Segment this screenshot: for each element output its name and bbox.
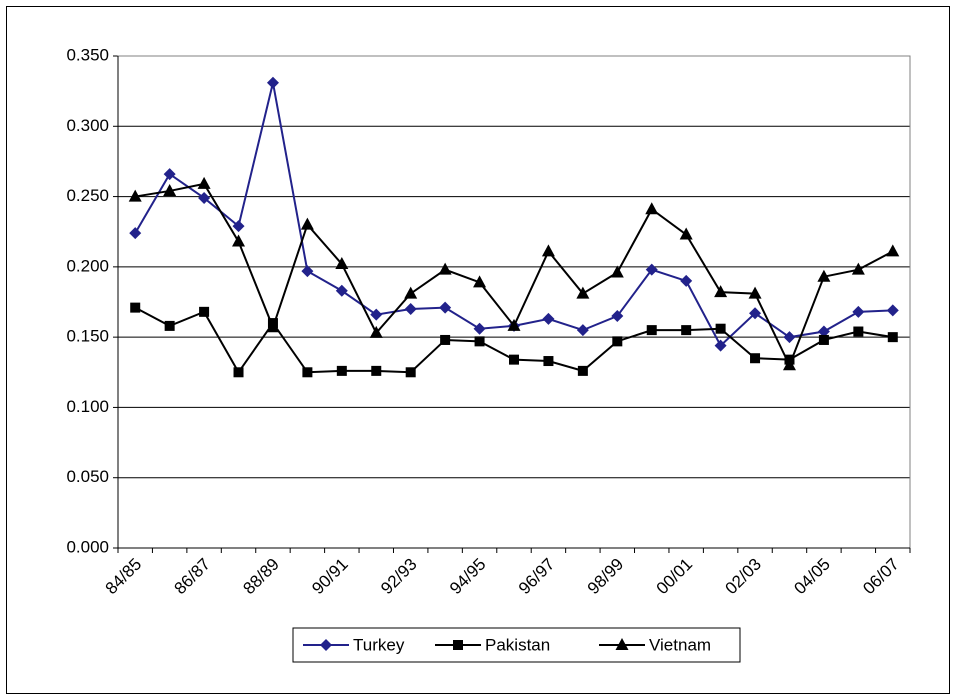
marker <box>645 202 659 215</box>
legend-label: Vietnam <box>649 635 711 654</box>
marker <box>199 306 210 317</box>
legend-box <box>292 627 741 663</box>
y-tick-label: 0.300 <box>66 116 109 135</box>
marker <box>232 234 246 247</box>
marker <box>817 325 830 338</box>
marker <box>266 76 279 89</box>
marker <box>715 323 726 334</box>
chart-border <box>6 6 950 694</box>
marker <box>197 176 211 189</box>
marker <box>233 367 244 378</box>
marker <box>886 304 899 317</box>
marker <box>576 324 589 337</box>
marker <box>130 302 141 313</box>
marker <box>370 308 383 321</box>
marker <box>163 168 176 181</box>
marker <box>300 217 314 230</box>
marker <box>782 358 796 371</box>
marker <box>509 354 519 365</box>
marker <box>129 227 142 240</box>
marker <box>335 284 348 297</box>
marker <box>645 263 658 276</box>
marker <box>438 262 452 275</box>
marker <box>749 307 762 320</box>
marker <box>576 286 590 299</box>
y-tick-label: 0.150 <box>66 327 109 346</box>
marker <box>473 322 486 335</box>
marker <box>336 365 347 376</box>
y-tick-label: 0.350 <box>66 45 109 64</box>
marker <box>852 305 865 318</box>
marker <box>404 303 417 316</box>
marker <box>646 325 657 336</box>
marker <box>320 639 332 651</box>
marker <box>302 367 313 378</box>
marker <box>611 310 624 323</box>
marker <box>541 244 555 257</box>
marker <box>853 326 864 337</box>
y-tick-label: 0.200 <box>66 256 109 275</box>
marker <box>266 320 280 333</box>
marker <box>681 325 692 336</box>
marker <box>887 332 898 343</box>
legend-label: Pakistan <box>485 635 550 654</box>
marker <box>507 318 521 331</box>
marker <box>232 220 245 233</box>
marker <box>453 640 463 650</box>
marker <box>473 275 487 288</box>
marker <box>128 189 142 202</box>
marker <box>680 274 693 287</box>
marker <box>543 356 554 367</box>
y-tick-label: 0.250 <box>66 186 109 205</box>
marker <box>610 265 624 278</box>
marker <box>886 244 900 257</box>
y-tick-label: 0.000 <box>66 537 109 556</box>
marker <box>817 269 831 282</box>
marker <box>851 262 865 275</box>
marker <box>679 227 693 240</box>
marker <box>542 312 555 325</box>
marker <box>750 353 761 364</box>
marker <box>714 339 727 352</box>
marker <box>198 191 211 204</box>
marker <box>577 365 588 376</box>
marker <box>615 638 629 650</box>
marker <box>369 325 383 338</box>
marker <box>612 336 623 347</box>
marker <box>818 334 829 345</box>
marker <box>405 367 416 378</box>
y-tick-label: 0.100 <box>66 397 109 416</box>
marker <box>404 286 418 299</box>
marker <box>164 320 175 331</box>
marker <box>714 285 728 298</box>
y-tick-label: 0.050 <box>66 467 109 486</box>
marker <box>301 265 314 278</box>
marker <box>474 336 485 347</box>
marker <box>163 183 177 196</box>
marker <box>439 301 452 314</box>
marker <box>783 331 796 344</box>
legend-label: Turkey <box>353 635 405 654</box>
marker <box>440 334 451 345</box>
marker <box>748 286 762 299</box>
marker <box>371 365 382 376</box>
marker <box>335 257 349 270</box>
